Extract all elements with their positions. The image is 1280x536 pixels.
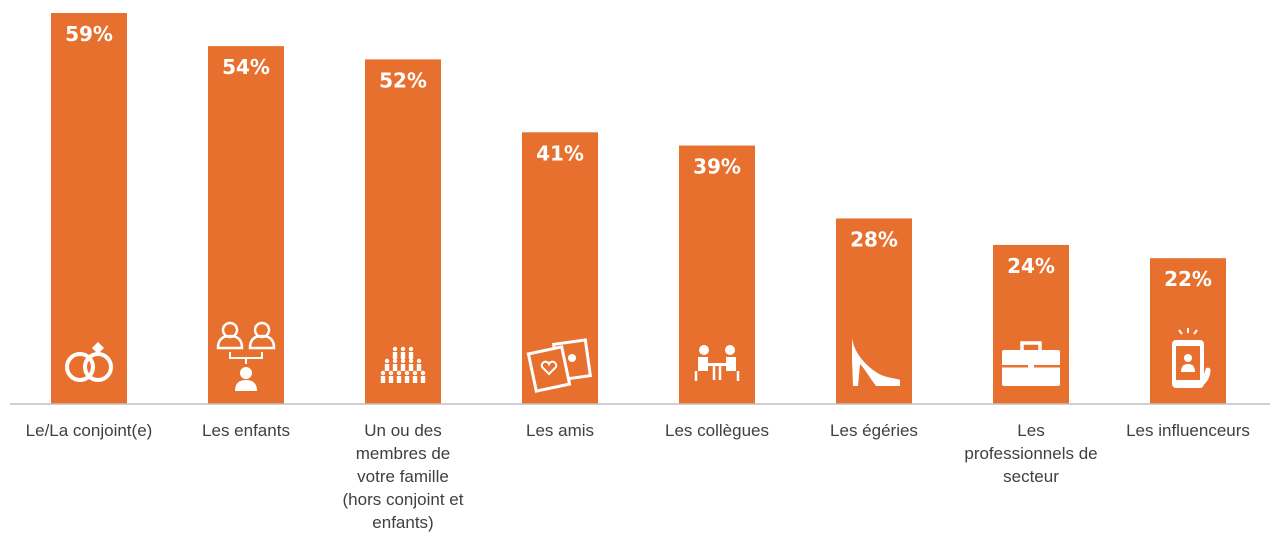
category-label: Un ou des membres de votre famille (hors… xyxy=(342,421,464,532)
value-label: 41% xyxy=(536,141,584,165)
value-label: 24% xyxy=(1007,254,1055,278)
briefcase-icon xyxy=(1002,341,1060,386)
meeting-icon xyxy=(694,345,740,381)
smartphone-icon xyxy=(1172,328,1211,388)
bar xyxy=(51,13,127,404)
value-label: 52% xyxy=(379,68,427,92)
bars-group: 59% 54% 52% 41% 39% 28% 24% 22% xyxy=(51,13,1226,405)
rings-icon xyxy=(65,342,113,382)
value-label: 39% xyxy=(693,155,741,179)
bar xyxy=(679,145,755,405)
category-label: Les collègues xyxy=(665,421,769,440)
value-label: 59% xyxy=(65,22,113,46)
photos-icon xyxy=(526,338,593,393)
value-label: 28% xyxy=(850,227,898,251)
category-label: Le/La conjoint(e) xyxy=(25,421,153,440)
category-label: Les amis xyxy=(525,421,595,440)
bar xyxy=(208,46,284,405)
value-label: 22% xyxy=(1164,267,1212,291)
bar xyxy=(365,59,441,404)
category-label: Les égéries xyxy=(830,421,918,440)
family-icon xyxy=(380,346,426,383)
category-label: Les influenceurs xyxy=(1126,421,1250,440)
value-label: 54% xyxy=(222,55,270,79)
parent-child-icon xyxy=(216,321,276,391)
category-label: Les professionnels de secteur xyxy=(964,421,1098,486)
icons-group xyxy=(65,321,1211,393)
category-label: Les enfants xyxy=(202,421,290,440)
high-heel-icon xyxy=(852,338,900,386)
